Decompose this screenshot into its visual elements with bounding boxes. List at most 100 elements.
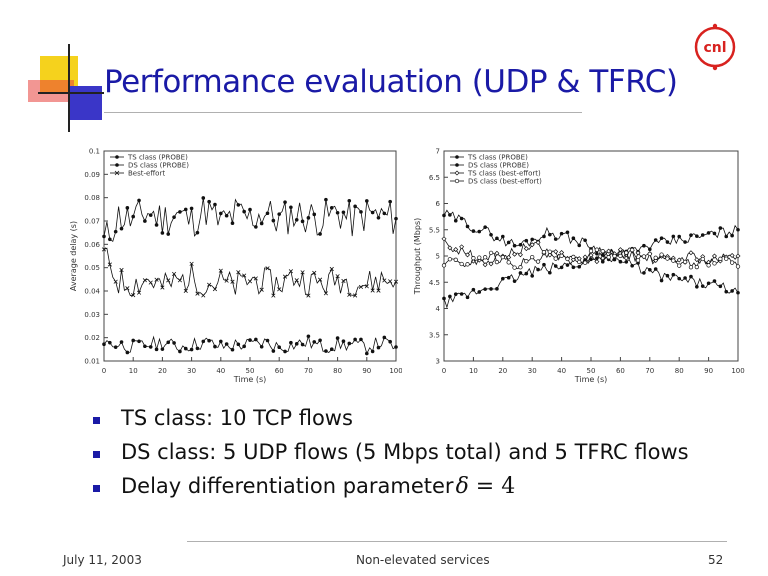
y-tick-label: 0.01: [84, 358, 100, 366]
y-tick-label: 4: [436, 305, 441, 313]
series-marker: [459, 261, 464, 267]
x-tick-label: 100: [389, 367, 402, 375]
series-marker: [471, 256, 476, 261]
series-marker: [494, 259, 500, 265]
series-marker: [259, 221, 264, 226]
series-marker: [671, 234, 676, 239]
series-marker: [730, 233, 734, 238]
series-marker: [453, 292, 458, 296]
series-marker: [148, 280, 153, 285]
series-marker: [659, 236, 664, 241]
series-marker: [483, 255, 488, 260]
series-marker: [306, 293, 311, 298]
series-marker: [724, 289, 729, 294]
series-marker: [143, 344, 147, 349]
series-marker: [565, 263, 570, 267]
series-marker: [711, 253, 717, 259]
series-marker: [477, 255, 482, 260]
series-marker: [294, 342, 299, 346]
series-marker: [671, 272, 676, 277]
series-marker: [594, 247, 600, 252]
series-marker: [388, 339, 392, 344]
x-tick-label: 60: [275, 367, 284, 375]
series-marker: [442, 213, 446, 218]
series-marker: [553, 256, 558, 261]
series-marker: [312, 270, 317, 275]
series-marker: [577, 243, 582, 248]
y-tick-label: 0.06: [84, 241, 100, 249]
series-marker: [283, 349, 287, 354]
series-marker: [482, 262, 488, 268]
series-marker: [353, 293, 358, 298]
series-marker: [695, 284, 699, 289]
series-marker: [483, 287, 487, 291]
slide-title: Performance evaluation (UDP & TFRC): [104, 64, 678, 100]
series-marker: [125, 206, 130, 210]
bullet-square-icon: [93, 485, 100, 492]
series-marker: [189, 347, 194, 352]
series-marker: [148, 213, 153, 217]
series-marker: [306, 216, 311, 220]
series-marker: [142, 278, 147, 283]
decor-horizontal-line: [38, 92, 104, 94]
series-marker: [506, 275, 511, 280]
series-marker: [529, 242, 535, 248]
x-tick-label: 50: [246, 367, 255, 375]
series-marker: [494, 250, 500, 256]
decor-vertical-line: [68, 44, 70, 132]
throughput-chart: 0 10 20 30 40 50 60 70 80 90 100 3 3.5 4 4.5 5 5.5 6 6.5 7 T…: [410, 145, 746, 385]
x-tick-label: 60: [616, 367, 625, 375]
series-marker: [635, 258, 641, 263]
series-marker: [489, 232, 493, 237]
y-tick-label: 3: [436, 358, 440, 366]
series-marker: [618, 253, 623, 259]
series-marker: [536, 267, 540, 272]
series-marker: [382, 278, 387, 283]
series-line: [443, 224, 739, 309]
series-marker: [376, 215, 381, 220]
x-tick-label: 20: [158, 367, 167, 375]
series-marker: [253, 276, 258, 281]
series-marker: [195, 230, 200, 235]
series-marker: [600, 259, 605, 264]
series-marker: [729, 252, 735, 258]
x-tick-label: 70: [304, 367, 313, 375]
x-tick-label: 80: [333, 367, 342, 375]
series-marker: [718, 256, 723, 261]
series-marker: [306, 334, 311, 339]
series-marker: [506, 254, 512, 260]
page-number: 52: [708, 553, 724, 567]
series-marker: [465, 224, 470, 229]
series-marker: [582, 260, 588, 265]
series-marker: [630, 247, 635, 253]
series-marker: [125, 350, 130, 355]
series-marker: [370, 288, 375, 293]
series-marker: [236, 342, 241, 347]
series-marker: [618, 259, 623, 264]
series-marker: [359, 210, 363, 214]
series-marker: [724, 256, 729, 261]
series-marker: [542, 234, 546, 239]
series-marker: [588, 248, 594, 254]
series-marker: [353, 337, 357, 342]
series-marker: [195, 291, 200, 296]
series-marker: [242, 344, 246, 349]
series-marker: [595, 251, 599, 256]
series-marker: [388, 279, 393, 284]
y-tick-label: 0.08: [84, 194, 100, 202]
series-marker: [312, 340, 317, 344]
series-marker: [207, 282, 212, 287]
series-marker: [688, 265, 694, 270]
series-marker: [465, 252, 471, 258]
x-tick-label: 50: [587, 367, 596, 375]
series-marker: [347, 198, 352, 203]
series-marker: [189, 206, 194, 211]
series-marker: [195, 346, 200, 351]
series-marker: [548, 270, 552, 275]
series-marker: [688, 250, 694, 256]
series-marker: [559, 231, 564, 236]
series-marker: [359, 337, 363, 342]
series-marker: [277, 345, 281, 349]
series-marker: [230, 279, 235, 284]
series-marker: [606, 248, 612, 254]
